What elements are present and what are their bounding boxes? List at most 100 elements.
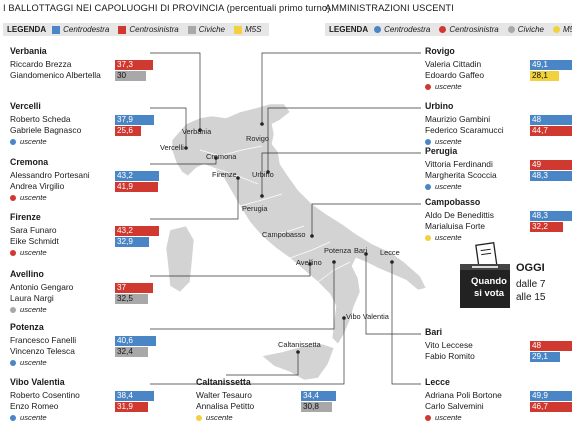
- candidate-name: Federico Scaramucci: [425, 125, 504, 135]
- city-dot-perugia: [260, 194, 264, 198]
- legend-right: LEGENDA Centrodestra Centrosinistra Civi…: [325, 23, 572, 36]
- legend-left: LEGENDA Centrodestra Centrosinistra Civi…: [3, 23, 269, 36]
- right-header: AMMINISTRAZIONI USCENTI: [325, 3, 454, 13]
- vote-bar-centrosinistra: 44,7: [530, 126, 572, 136]
- vote-bar-centrosinistra: 49: [530, 160, 572, 170]
- city-dot-caltanissetta: [296, 350, 300, 354]
- outgoing-dot-centrosinistra: [425, 83, 431, 90]
- outgoing-dot-civiche: [10, 306, 16, 313]
- map-label-campobasso: Campobasso: [262, 230, 306, 239]
- candidate-name: Vito Leccese: [425, 340, 473, 350]
- vote-bar-centrodestra: 29,1: [530, 352, 560, 362]
- candidate-name: Laura Nargi: [10, 293, 54, 303]
- city-dot-vercelli: [184, 146, 188, 150]
- city-dot-vibo-valentia: [342, 316, 346, 320]
- outgoing-status: uscente: [10, 305, 47, 314]
- city-title-lecce: Lecce: [425, 377, 450, 387]
- leader-line-bari: [365, 254, 421, 335]
- city-dot-verbania: [198, 128, 202, 132]
- city-title-perugia: Perugia: [425, 146, 458, 156]
- map-label-bari: Bari: [354, 246, 368, 255]
- legend-item-m5s: M5S: [233, 25, 261, 34]
- vote-bar-centrodestra: 49,9: [530, 391, 572, 401]
- outgoing-status: uscente: [425, 413, 462, 422]
- legend-item-m5s: M5S: [552, 25, 572, 34]
- legend-item-centrosinistra: Centrosinistra: [439, 25, 499, 34]
- map-label-urbino: Urbino: [252, 170, 274, 179]
- vote-bar-centrodestra: 43,2: [115, 171, 160, 181]
- city-title-urbino: Urbino: [425, 101, 454, 111]
- leader-line-lecce: [391, 262, 421, 385]
- map-label-firenze: Firenze: [212, 170, 237, 179]
- city-title-potenza: Potenza: [10, 322, 44, 332]
- candidate-name: Giandomenico Albertella: [10, 70, 101, 80]
- map-label-vercelli: Vercelli: [160, 143, 184, 152]
- candidate-name: Andrea Virgilio: [10, 181, 65, 191]
- legend-item-civiche: Civiche: [507, 25, 544, 34]
- city-title-vercelli: Vercelli: [10, 101, 41, 111]
- left-header: I BALLOTTAGGI NEI CAPOLUOGHI DI PROVINCI…: [3, 3, 330, 13]
- city-title-verbania: Verbania: [10, 46, 47, 56]
- city-dot-campobasso: [310, 234, 314, 238]
- outgoing-dot-centrodestra: [10, 359, 16, 366]
- legend-item-centrosinistra: Centrosinistra: [118, 25, 179, 34]
- legend-item-centrodestra: Centrodestra: [374, 25, 430, 34]
- candidate-name: Margherita Scoccia: [425, 170, 497, 180]
- vote-bar-centrosinistra: 46,7: [530, 402, 572, 412]
- leader-line-vibo-valentia: [150, 318, 345, 385]
- candidate-name: Gabriele Bagnasco: [10, 125, 82, 135]
- schedule-today: OGGI: [516, 262, 545, 274]
- city-title-vibo-valentia: Vibo Valentia: [10, 377, 65, 387]
- vote-bar-centrodestra: 32,9: [115, 237, 149, 247]
- candidate-name: Aldo De Benedittis: [425, 210, 494, 220]
- candidate-name: Eike Schmidt: [10, 236, 59, 246]
- leader-line-vercelli: [150, 107, 187, 148]
- city-title-cremona: Cremona: [10, 157, 49, 167]
- vote-bar-centrodestra: 40,6: [115, 336, 157, 346]
- vote-bar-centrosinistra: 25,6: [115, 126, 142, 136]
- city-dot-lecce: [390, 260, 394, 264]
- candidate-name: Enzo Romeo: [10, 401, 59, 411]
- map-label-vibo-valentia: Vibo Valentia: [346, 312, 389, 321]
- outgoing-dot-centrosinistra: [425, 414, 431, 421]
- outgoing-dot-m5s: [425, 234, 431, 241]
- city-title-firenze: Firenze: [10, 212, 41, 222]
- candidate-name: Maurizio Gambini: [425, 114, 491, 124]
- outgoing-dot-centrodestra: [10, 414, 16, 421]
- map-label-perugia: Perugia: [242, 204, 268, 213]
- vote-bar-centrosinistra: 31,9: [115, 402, 148, 412]
- candidate-name: Fabio Romito: [425, 351, 475, 361]
- leader-line-verbania: [150, 52, 201, 130]
- vote-bar-centrosinistra: 32,2: [530, 222, 563, 232]
- vote-bar-centrosinistra: 43,2: [115, 226, 160, 236]
- city-dot-urbino: [266, 170, 270, 174]
- city-dot-bari: [364, 252, 368, 256]
- outgoing-status: uscente: [425, 82, 462, 91]
- italy-mainland: [171, 103, 427, 345]
- leader-line-campobasso: [311, 203, 421, 236]
- schedule-to: alle 15: [516, 292, 546, 303]
- vote-bar-m5s: 28,1: [530, 71, 559, 81]
- vote-bar-centrodestra: 48,3: [530, 171, 572, 181]
- city-title-bari: Bari: [425, 327, 443, 337]
- candidate-name: Marialuisa Forte: [425, 221, 486, 231]
- candidate-name: Roberto Scheda: [10, 114, 71, 124]
- outgoing-status: uscente: [10, 137, 47, 146]
- map-label-verbania: Verbania: [182, 127, 212, 136]
- leader-line-potenza: [150, 262, 335, 330]
- legend-item-civiche: Civiche: [187, 25, 225, 34]
- leader-line-caltanissetta: [226, 352, 299, 376]
- candidate-name: Carlo Salvemini: [425, 401, 484, 411]
- map-label-potenza: Potenza: [324, 246, 352, 255]
- candidate-name: Francesco Fanelli: [10, 335, 77, 345]
- city-dot-cremona: [214, 156, 218, 160]
- outgoing-status: uscente: [10, 413, 47, 422]
- ballot-box-line2: si vota: [473, 288, 505, 299]
- outgoing-status: uscente: [425, 233, 462, 242]
- vote-bar-centrodestra: 38,4: [115, 391, 155, 401]
- outgoing-dot-centrodestra: [10, 138, 16, 145]
- vote-bar-civiche: 32,4: [115, 347, 149, 357]
- vote-bar-civiche: 32,5: [115, 294, 149, 304]
- candidate-name: Adriana Poli Bortone: [425, 390, 502, 400]
